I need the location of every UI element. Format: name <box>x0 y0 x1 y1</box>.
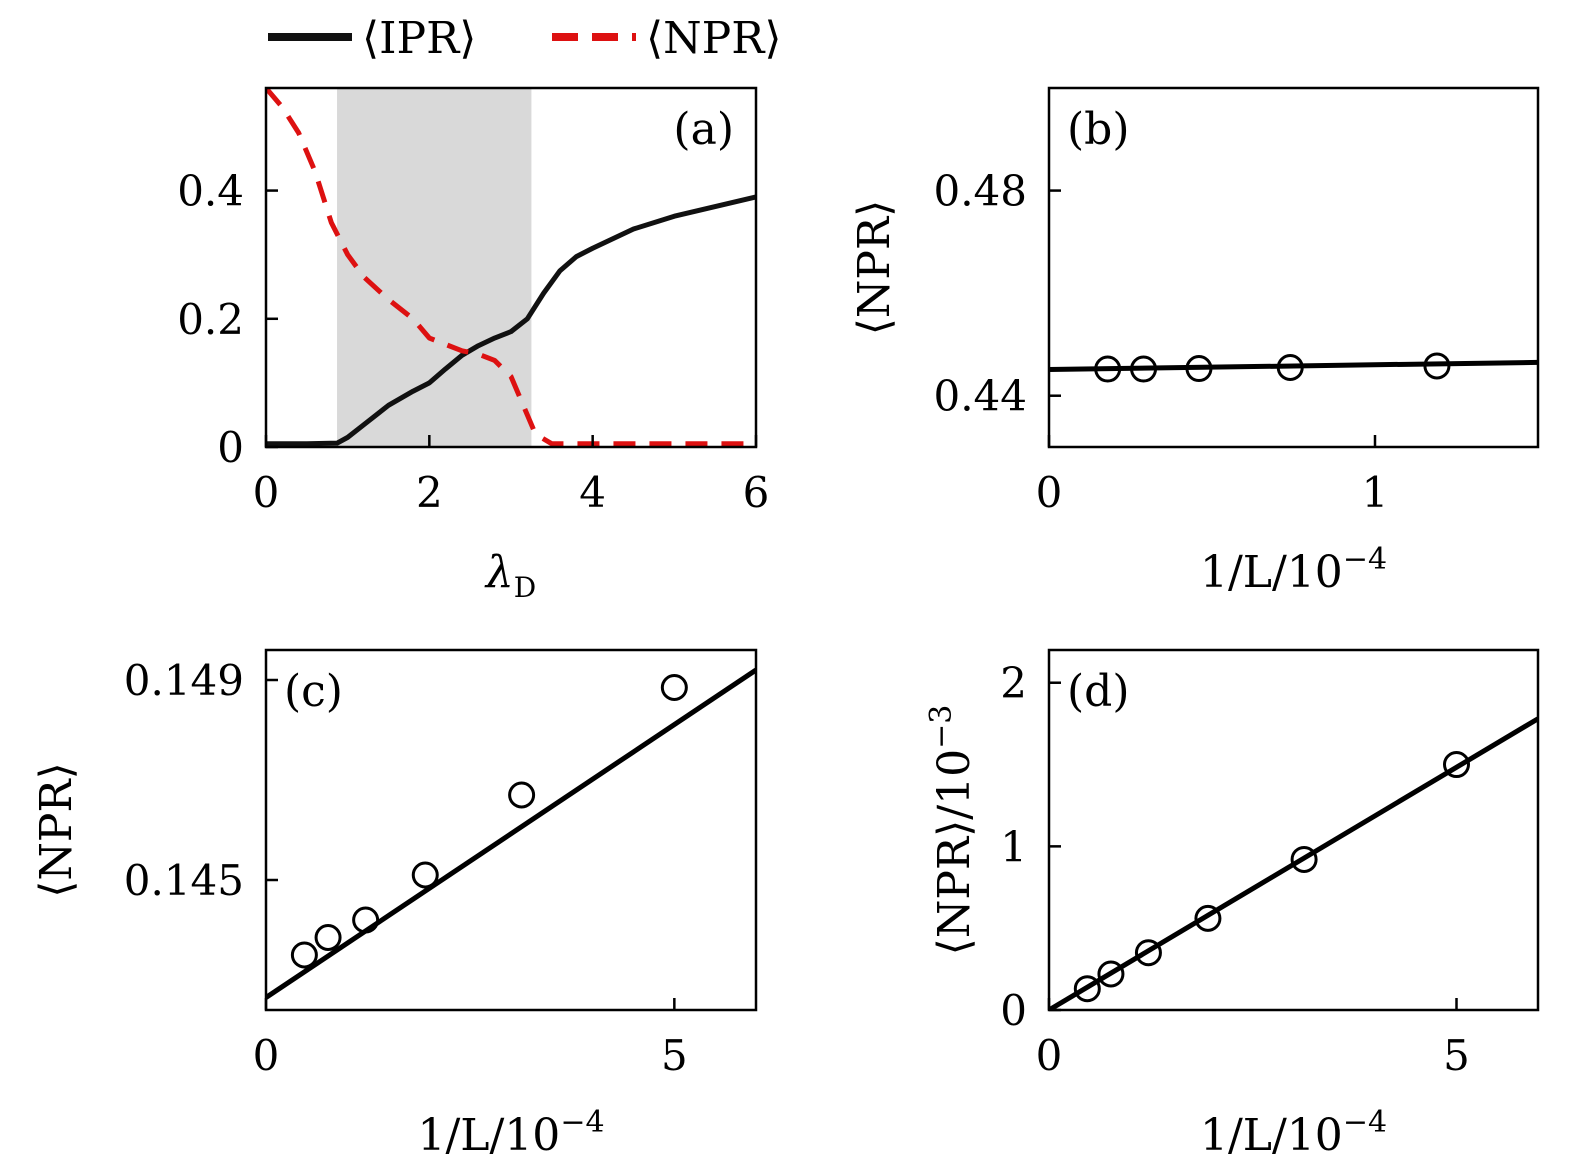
panel-a: 0 2 4 6 0 0.2 0.4 (a) λD <box>177 86 770 604</box>
x-axis-label: 1/L/10−4 <box>1200 542 1387 598</box>
y-axis-label: ⟨NPR⟩ <box>31 762 82 898</box>
panel-label: (b) <box>1067 104 1130 155</box>
data-point <box>1276 354 1304 382</box>
y-tick-label: 0 <box>217 423 244 472</box>
x-tick-label: 0 <box>1036 1031 1063 1080</box>
y-tick-label: 0.2 <box>177 295 244 344</box>
y-tick-label: 0.48 <box>933 167 1027 216</box>
series-line-ipr <box>266 194 756 447</box>
shaded-region <box>337 88 532 447</box>
x-tick-label: 0 <box>253 468 280 517</box>
x-axis-label: λD <box>484 547 536 604</box>
y-tick-label: 1 <box>1000 822 1027 871</box>
axes-frame <box>1047 86 1540 449</box>
legend: ⟨IPR⟩ ⟨NPR⟩ <box>268 13 782 64</box>
panel-label: (c) <box>284 666 343 717</box>
panel-label: (a) <box>673 104 734 155</box>
x-tick-label: 6 <box>743 468 770 517</box>
data-point <box>1423 352 1451 380</box>
panel-b: 0 1 0.44 0.48 (b) 1/L/10−4 ⟨NPR⟩ <box>849 86 1540 598</box>
plot-area <box>266 667 756 1000</box>
axes-frame <box>264 86 758 449</box>
y-axis-label: ⟨NPR⟩ <box>849 200 900 336</box>
plot-area <box>266 88 756 447</box>
data-point <box>290 941 318 969</box>
data-point <box>1194 904 1222 932</box>
y-tick-label: 0.4 <box>177 167 244 216</box>
x-axis-label: 1/L/10−4 <box>417 1105 604 1161</box>
plot-area <box>1049 352 1538 383</box>
panel-c: 0 5 0.145 0.149 (c) 1/L/10−4 ⟨NPR⟩ <box>31 648 758 1161</box>
y-tick-label: 0.149 <box>124 656 244 705</box>
fit-line <box>266 667 756 1000</box>
panel-label: (d) <box>1067 666 1130 717</box>
x-tick-label: 2 <box>416 468 443 517</box>
y-tick-label: 2 <box>1000 659 1027 708</box>
data-point <box>352 906 380 934</box>
x-tick-label: 5 <box>1443 1031 1470 1080</box>
data-point <box>1290 845 1318 873</box>
data-point <box>1185 355 1213 383</box>
legend-npr-label: ⟨NPR⟩ <box>646 13 782 64</box>
data-point <box>1094 355 1122 383</box>
data-point <box>508 781 536 809</box>
y-tick-label: 0 <box>1000 986 1027 1035</box>
data-point <box>411 861 439 889</box>
x-tick-label: 0 <box>1036 468 1063 517</box>
y-tick-label: 0.44 <box>933 372 1027 421</box>
data-point <box>314 924 342 951</box>
data-point <box>1134 939 1162 967</box>
x-axis-label: 1/L/10−4 <box>1200 1105 1387 1161</box>
y-axis-label: ⟨NPR⟩/10−3 <box>924 705 980 956</box>
axes-frame <box>264 648 758 1012</box>
x-tick-label: 5 <box>661 1031 688 1080</box>
data-point <box>1073 975 1101 1003</box>
data-point <box>1097 960 1125 988</box>
axes-frame <box>1047 648 1540 1012</box>
plot-area <box>1049 716 1538 1010</box>
fit-line <box>1049 359 1538 373</box>
x-tick-label: 0 <box>253 1031 280 1080</box>
series-line-npr <box>266 88 756 447</box>
y-tick-label: 0.145 <box>124 856 244 905</box>
data-point <box>1443 751 1470 779</box>
legend-ipr-label: ⟨IPR⟩ <box>362 13 476 64</box>
data-point <box>660 674 688 701</box>
x-tick-label: 1 <box>1362 468 1389 517</box>
x-tick-label: 4 <box>579 468 606 517</box>
data-point <box>1130 355 1158 383</box>
panel-d: 0 5 0 1 2 (d) 1/L/10−4 ⟨NPR⟩/10−3 <box>924 648 1540 1161</box>
